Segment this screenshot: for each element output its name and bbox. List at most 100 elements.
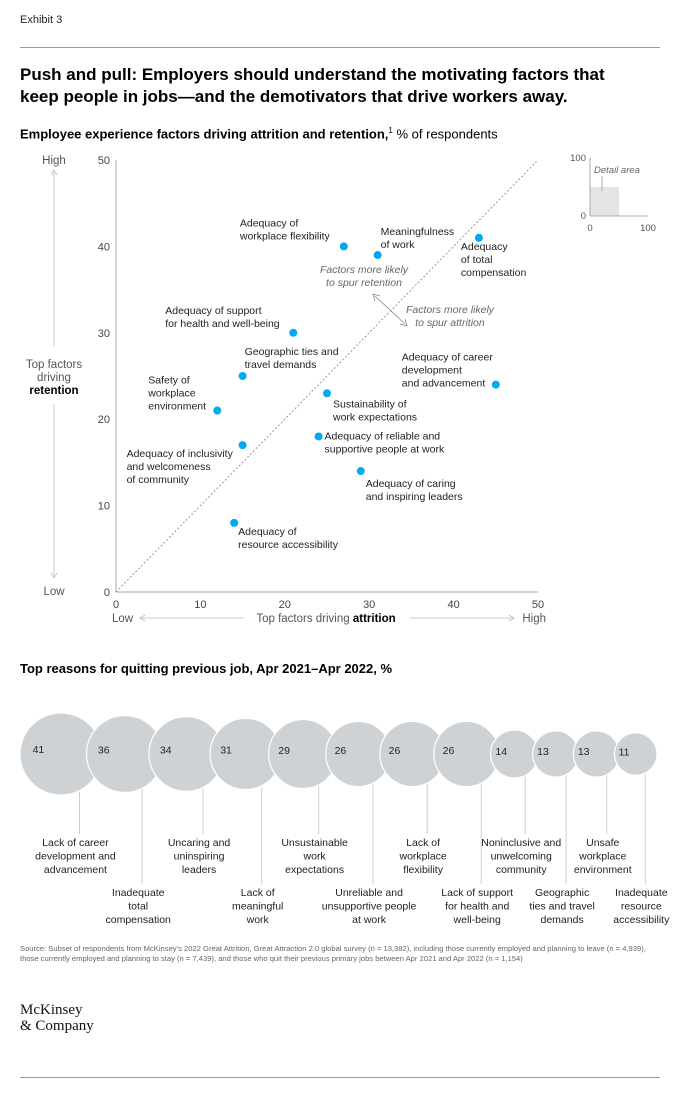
bubble-value: 26 [389, 745, 401, 757]
scatter-point-label-line: Adequacy of reliable and [325, 430, 441, 442]
scatter-title: Employee experience factors driving attr… [20, 126, 498, 141]
scatter-point [289, 328, 298, 337]
bubble-value: 11 [619, 746, 630, 758]
attrition-note-line: to spur attrition [415, 317, 485, 329]
bubble-label: Unsafe workplace environment [574, 837, 632, 876]
scatter-point-label-line: workplace flexibility [239, 230, 331, 242]
bubble-label-line: well-being [453, 914, 501, 926]
bubble-value: 13 [537, 746, 549, 758]
scatter-point-label: Adequacy of reliable and supportive peopl… [325, 430, 445, 455]
inset-x-left: 0 [587, 223, 592, 234]
scatter-point-label: Adequacy of resource accessibility [238, 526, 339, 551]
bubble-value: 34 [160, 745, 172, 757]
x-low-label: Low [112, 613, 134, 625]
scatter-point-label: Adequacy of support for health and well-b… [165, 305, 280, 330]
scatter-point-label-line: compensation [461, 267, 527, 279]
scatter-point-label-line: Adequacy of support [165, 305, 261, 317]
x-axis-title-plain: Top factors driving [256, 613, 353, 625]
scatter-point-label-line: Adequacy [461, 241, 508, 253]
y-tick-label: 40 [98, 241, 110, 253]
bubble-label-line: compensation [106, 914, 172, 926]
bubble-label-line: unwelcoming [491, 851, 552, 863]
bubble-values: 41 36 34 31 29 26 26 26 14 13 13 11 [33, 744, 630, 758]
bubble-value: 31 [220, 745, 232, 757]
headline: Push and pull: Employers should understa… [20, 65, 605, 106]
scatter-point-label-line: of work [381, 239, 416, 251]
scatter-point-label: Adequacy of career development and advance… [402, 352, 494, 390]
scatter-point-label-line: travel demands [245, 359, 317, 371]
x-tick-label: 0 [113, 599, 119, 611]
scatter-point [238, 372, 247, 380]
scatter-point-label: Adequacy of total compensation [461, 241, 527, 279]
bubble-label-line: Unsustainable [281, 837, 348, 849]
bubble-label-line: Unreliable and [335, 887, 403, 899]
bubble-label: Unreliable and unsupportive people at work [322, 887, 417, 926]
retention-note-line: to spur retention [326, 277, 402, 289]
scatter-point [491, 380, 500, 389]
inset-x-right: 100 [640, 223, 656, 234]
bubble [613, 732, 658, 776]
inset-label: Detail area [594, 165, 640, 176]
top-rule [20, 47, 660, 48]
detail-area-inset: Detail area 100 00 100 [570, 153, 656, 234]
scatter-point [323, 389, 331, 398]
y-axis-title-line: driving [37, 372, 71, 384]
bubble-label-line: unsupportive people [322, 901, 417, 913]
bubble-label-line: Lack of [406, 837, 440, 849]
bubble-label-line: total [128, 901, 148, 913]
bubble-label-line: uninspiring [174, 851, 225, 863]
y-tick-label: 20 [98, 414, 110, 426]
y-tick-label: 30 [98, 328, 110, 340]
bubble-labels: Lack of career development and advancement… [35, 837, 670, 926]
bubble-label-line: Lack of career [42, 837, 109, 849]
bubble-label-line: development and [35, 851, 116, 863]
note-arrow-head-down [399, 318, 408, 327]
scatter-point-label-line: resource accessibility [238, 539, 339, 551]
attrition-note: Factors more likely to spur attrition [406, 304, 495, 329]
scatter-point-label-line: and welcomeness [127, 461, 211, 473]
bubble-label-line: environment [574, 864, 632, 876]
scatter-title-rest: % of respondents [392, 126, 498, 142]
scatter-point-label-line: supportive people at work [325, 443, 445, 455]
bubble-label-line: accessibility [613, 914, 670, 926]
bubble-label-line: community [496, 864, 548, 876]
x-tick-label: 30 [363, 599, 375, 611]
y-tick-label: 10 [98, 501, 110, 513]
scatter-title-footnote: 1 [388, 126, 393, 135]
bubble-label-line: Inadequate [112, 887, 165, 899]
x-tick-label: 50 [532, 599, 544, 611]
bubble-label-line: workplace [398, 851, 446, 863]
bubble-title: Top reasons for quitting previous job, A… [20, 661, 393, 676]
bubble-label: Noninclusive and unwelcoming community [481, 837, 561, 876]
y-down-arrow-head [50, 572, 58, 579]
scatter-point-label: Safety of workplace environment [147, 375, 206, 413]
scatter-point-label: Adequacy of workplace flexibility [239, 217, 331, 242]
bubble-value: 41 [33, 744, 45, 756]
inset-y-bottom: 0 [581, 211, 586, 222]
bubble-value: 36 [98, 744, 110, 756]
bubble-label: Unsustainable work expectations [281, 837, 348, 876]
scatter-point [213, 406, 222, 415]
scatter-point-label: Meaningfulness of work [381, 226, 455, 251]
bubble-label-line: work [246, 914, 270, 926]
scatter-point [356, 467, 365, 476]
retention-note-line: Factors more likely [320, 264, 409, 276]
y-high-label: High [42, 155, 66, 167]
scatter-point-label-line: Safety of [148, 375, 190, 387]
bubble-label: Lack of workplace flexibility [398, 837, 446, 876]
bubble-label-line: flexibility [403, 864, 443, 876]
scatter-point-label-line: Geographic ties and [245, 346, 339, 358]
bubble-value: 26 [443, 745, 455, 757]
logo-line-1: McKinsey [20, 1002, 83, 1018]
scatter-point-label-line: environment [148, 401, 206, 413]
attrition-note-line: Factors more likely [406, 304, 495, 316]
scatter-point-label-line: Adequacy of caring [366, 478, 456, 490]
bubble-label: Lack of support for health and well-being [441, 887, 513, 926]
scatter-point [314, 432, 323, 441]
bubble-label-line: ties and travel [529, 901, 594, 913]
bubble-label-line: Inadequate [615, 887, 668, 899]
x-tick-label: 10 [194, 599, 206, 611]
mckinsey-logo: McKinsey & Company [20, 1002, 94, 1034]
bubble-label-line: Noninclusive and [481, 837, 561, 849]
